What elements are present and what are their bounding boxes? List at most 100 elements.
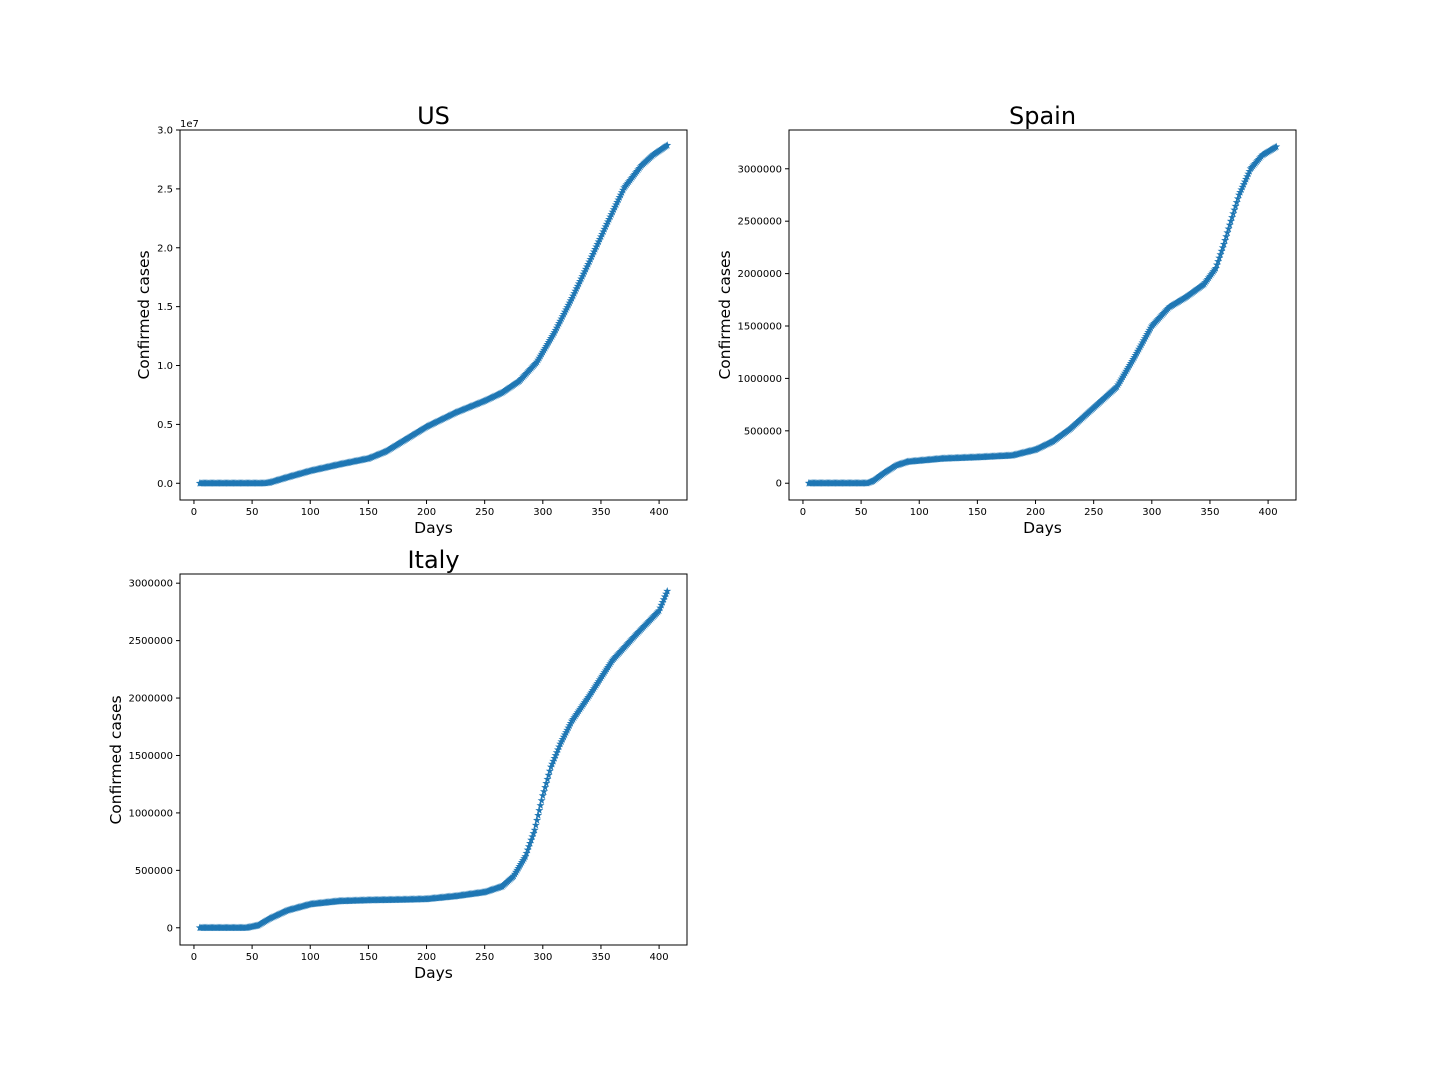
data-marks [195, 587, 672, 932]
data-point [538, 791, 547, 800]
y-tick-label: 3.0 [157, 126, 173, 137]
y-tick-label: 2.0 [157, 243, 173, 254]
x-tick-label: 50 [246, 952, 259, 963]
data-point [541, 783, 550, 791]
data-point [1226, 216, 1235, 225]
data-point [545, 766, 554, 775]
x-tick-label: 150 [359, 952, 378, 963]
x-tick-label: 150 [968, 507, 987, 518]
data-point [1223, 228, 1232, 237]
data-point [528, 832, 537, 841]
data-point [1216, 250, 1225, 258]
y-tick-label: 0 [167, 923, 173, 934]
x-tick-label: 50 [855, 507, 868, 518]
x-tick-label: 350 [1200, 507, 1219, 518]
subplot-spain: Spain Days Confirmed cases 0 50 100 150 200 2… [716, 102, 1297, 537]
data-point [522, 849, 531, 857]
data-point [534, 811, 543, 819]
data-point [1219, 240, 1228, 248]
data-marks [804, 142, 1281, 487]
x-tick-label: 300 [533, 507, 552, 518]
chart-title: Italy [407, 546, 459, 574]
axes-frame [788, 129, 1297, 501]
x-axis-label: Days [414, 519, 453, 537]
data-point [1230, 205, 1239, 214]
data-point [1272, 142, 1281, 151]
y-tick-label: 1.0 [157, 361, 173, 372]
y-tick-label: 2.5 [157, 184, 173, 195]
x-tick-label: 300 [1142, 507, 1161, 518]
data-point [1229, 209, 1238, 218]
y-axis-label: Confirmed cases [135, 250, 153, 379]
data-point [1211, 264, 1220, 272]
data-point [1217, 246, 1226, 255]
x-tick-label: 0 [800, 507, 806, 518]
axis-ticks: 0 50 100 150 200 250 300 350 400 0 500000 1000000 15… [128, 579, 668, 963]
data-point [1225, 220, 1234, 229]
data-point [663, 587, 672, 595]
y-axis-label: Confirmed cases [716, 250, 734, 379]
y-tick-label: 500000 [135, 866, 173, 877]
x-tick-label: 250 [1084, 507, 1103, 518]
data-point [524, 842, 533, 851]
data-point [542, 779, 551, 787]
data-point [1232, 198, 1241, 206]
x-tick-label: 350 [591, 952, 610, 963]
y-tick-label: 2500000 [737, 217, 782, 228]
x-axis-label: Days [414, 964, 453, 982]
y-tick-label: 3000000 [737, 164, 782, 175]
data-point [663, 141, 672, 149]
axis-ticks: 0 50 100 150 200 250 300 350 400 0 500000 1000000 15… [737, 164, 1277, 518]
subplot-italy: Italy Days Confirmed cases 0 50 100 150 200 2… [107, 546, 688, 982]
data-point [544, 770, 553, 779]
data-point [531, 821, 540, 829]
x-tick-label: 150 [359, 507, 378, 518]
x-tick-label: 250 [475, 952, 494, 963]
data-point [1222, 232, 1231, 240]
x-tick-label: 250 [475, 507, 494, 518]
x-tick-label: 100 [910, 507, 929, 518]
x-tick-label: 200 [417, 952, 436, 963]
data-point [533, 816, 541, 824]
data-point [529, 829, 538, 837]
chart-title: Spain [1009, 102, 1076, 130]
data-point [543, 775, 552, 783]
y-tick-label: 1500000 [737, 322, 782, 333]
y-tick-label: 500000 [744, 426, 782, 437]
y-tick-label: 2000000 [128, 694, 173, 705]
y-tick-label: 1000000 [737, 374, 782, 385]
data-point [537, 796, 546, 804]
data-point [1224, 224, 1233, 233]
x-tick-label: 100 [301, 952, 320, 963]
x-tick-label: 400 [1259, 507, 1278, 518]
data-point [1214, 257, 1223, 265]
data-point [527, 835, 536, 844]
x-tick-label: 200 [417, 507, 436, 518]
data-point [1233, 194, 1242, 203]
y-tick-label: 3000000 [128, 579, 173, 590]
data-point [523, 845, 532, 854]
y-offset-label: 1e7 [180, 119, 199, 130]
subplot-us: US 1e7 Days Confirmed cases 0 50 100 150 200… [135, 102, 688, 537]
chart-title: US [417, 102, 450, 130]
x-tick-label: 50 [246, 507, 259, 518]
data-point [536, 801, 545, 809]
data-point [1228, 213, 1237, 221]
data-point [1221, 236, 1230, 244]
y-tick-label: 1500000 [128, 751, 173, 762]
x-tick-label: 0 [191, 507, 197, 518]
y-tick-label: 1000000 [128, 808, 173, 819]
axes-frame [179, 129, 688, 501]
data-marks [195, 141, 672, 487]
y-tick-label: 0 [776, 479, 782, 490]
data-point [1215, 253, 1224, 262]
data-point [1218, 243, 1227, 252]
x-tick-label: 400 [650, 952, 669, 963]
x-tick-label: 100 [301, 507, 320, 518]
x-tick-label: 0 [191, 952, 197, 963]
x-axis-label: Days [1023, 519, 1062, 537]
x-tick-label: 200 [1026, 507, 1045, 518]
y-axis-label: Confirmed cases [107, 695, 125, 824]
